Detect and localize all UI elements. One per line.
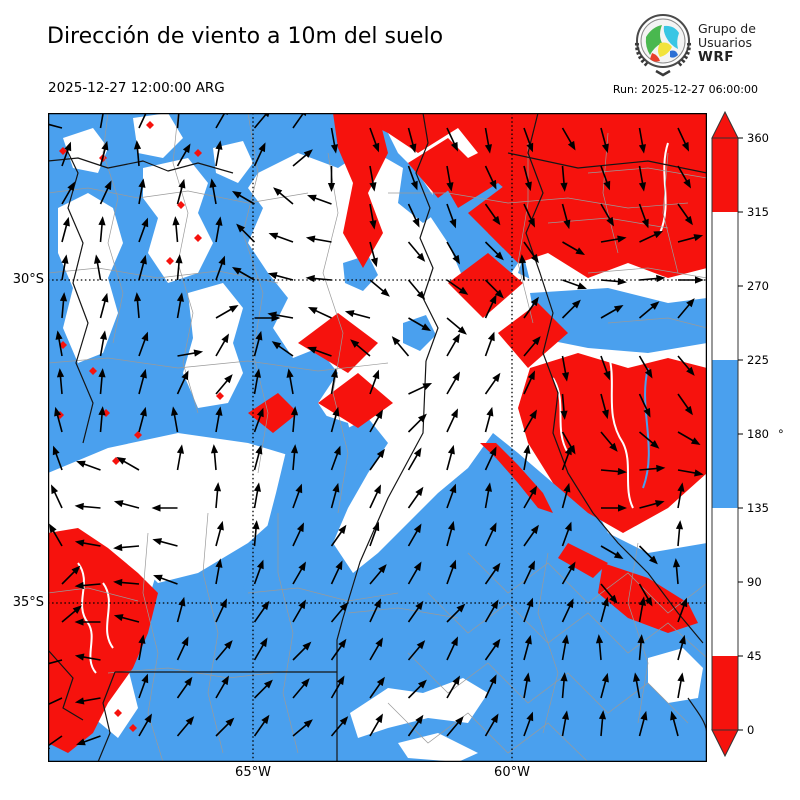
colorbar-segment [712,508,738,656]
logo-text: Grupo de Usuarios WRF [698,21,756,65]
colorbar-tick-label: 360 [747,131,769,145]
colorbar-extend-bottom [711,729,739,758]
x-axis-label-60w: 60°W [494,765,530,780]
logo-line3: WRF [698,49,735,65]
colorbar-tick-label: 90 [747,575,762,589]
logo-line1: Grupo de [698,21,756,36]
globe-emblem-icon [634,14,692,77]
y-axis-label-30s: 30°S [12,272,44,287]
colorbar-tick-label: 225 [747,353,769,367]
page-title: Dirección de viento a 10m del suelo [47,24,444,49]
colorbar-tick-label: 45 [747,649,762,663]
valid-time-label: 2025-12-27 12:00:00 ARG [48,80,225,96]
blue-spot-central2 [403,315,436,351]
blue-corridor-center [243,413,358,613]
red-sector-regions [48,113,707,753]
colorbar-tick-label: 180 [747,427,769,441]
wind-direction-map [48,113,707,762]
colorbar-segment [712,656,738,730]
map-frame [48,113,707,762]
colorbar-tick-label: 0 [747,723,754,737]
colorbar: 0 45 90 135 180 225 270 315 360 ° [711,110,784,758]
logo-line2: Usuarios [698,35,753,50]
borders-black [48,113,707,762]
colorbar-tick-label: 270 [747,279,769,293]
colorbar-tick-label: 135 [747,501,769,515]
wind-arrows [48,113,704,750]
colorbar-segment [712,360,738,508]
admin-boundaries-gray [48,113,707,762]
x-axis-label-65w: 65°W [235,765,271,780]
colorbar-tick-label: 315 [747,205,769,219]
colorbar-segment [712,138,738,212]
run-time-label: Run: 2025-12-27 06:00:00 [612,83,758,96]
blue-spot-central1 [343,255,378,291]
y-axis-label-35s: 35°S [12,595,44,610]
wrf-users-group-logo: Grupo de Usuarios WRF [632,8,798,78]
colorbar-extend-top [711,110,739,139]
colorbar-segment [712,212,738,360]
colorbar-unit-label: ° [778,427,784,441]
